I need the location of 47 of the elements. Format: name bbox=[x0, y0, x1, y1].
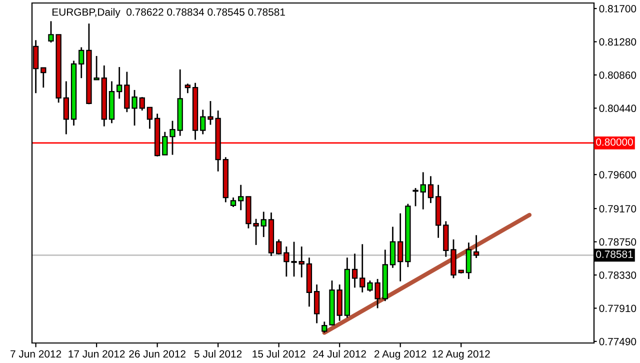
x-tick-label: 7 Jun 2012 bbox=[10, 350, 62, 358]
y-tick-label: 0.77490 bbox=[599, 338, 636, 346]
candlestick bbox=[412, 187, 418, 207]
x-tick-label: 5 Jul 2012 bbox=[194, 350, 242, 358]
candlestick bbox=[428, 175, 434, 204]
x-tick-label: 15 Jul 2012 bbox=[252, 350, 306, 358]
x-tick-label: 2 Aug 2012 bbox=[374, 350, 426, 360]
y-tick-label: 0.77910 bbox=[599, 304, 636, 312]
y-tick-label: 0.78330 bbox=[599, 272, 636, 279]
x-tick-label: 12 Aug 2012 bbox=[432, 350, 490, 360]
candlestick bbox=[260, 211, 266, 238]
candlestick bbox=[40, 67, 46, 88]
candlestick bbox=[298, 246, 304, 278]
candlestick bbox=[238, 184, 244, 211]
y-tick-label: 0.80860 bbox=[599, 71, 636, 79]
x-tick-label: 17 Jun 2012 bbox=[68, 350, 125, 358]
candlestick bbox=[230, 196, 236, 208]
candlestick bbox=[466, 242, 472, 280]
candlestick bbox=[360, 243, 366, 294]
ref-line-label: 0.78581 bbox=[596, 250, 633, 258]
y-tick-label: 0.79600 bbox=[599, 171, 636, 178]
x-tick-label: 24 Jul 2012 bbox=[313, 350, 366, 358]
chart-title: EURGBP,Daily 0.78622 0.78834 0.78545 0.78581 bbox=[52, 8, 285, 18]
candlestick bbox=[116, 66, 122, 100]
y-tick-label: 0.80440 bbox=[599, 104, 636, 112]
candlestick bbox=[276, 238, 282, 256]
candlestick bbox=[162, 131, 168, 156]
candlestick bbox=[352, 252, 358, 288]
candlestick bbox=[63, 80, 70, 135]
candlestick bbox=[78, 46, 84, 79]
candlestick bbox=[390, 226, 396, 269]
y-tick-label: 0.78750 bbox=[599, 238, 636, 246]
candlestick bbox=[184, 82, 191, 94]
candlestick bbox=[398, 212, 404, 282]
candlestick bbox=[200, 109, 206, 135]
y-tick-label: 0.81700 bbox=[599, 5, 636, 12]
candlestick bbox=[139, 96, 145, 112]
candlestick bbox=[473, 234, 480, 259]
candlestick bbox=[314, 284, 320, 324]
y-tick-label: 0.79170 bbox=[599, 205, 636, 212]
ref-line-label: 0.80000 bbox=[596, 138, 633, 146]
candlestick bbox=[322, 320, 328, 334]
candlestick bbox=[146, 106, 153, 130]
candlestick bbox=[420, 172, 426, 210]
x-tick-label: 26 Jun 2012 bbox=[129, 350, 186, 358]
candlestick bbox=[170, 120, 176, 156]
y-tick-label: 0.81280 bbox=[599, 38, 636, 46]
